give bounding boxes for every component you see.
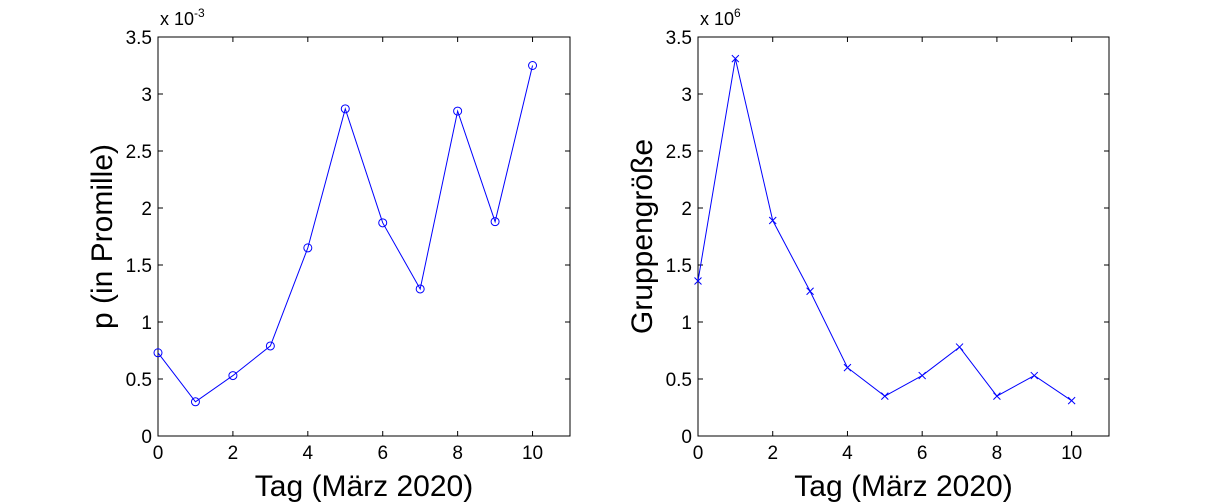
right-x-axis-label: Tag (März 2020) <box>794 470 1012 503</box>
left-y-tick-label: 1 <box>141 313 152 334</box>
left-y-tick-label: 0.5 <box>126 370 152 391</box>
right-series-line <box>697 58 1072 402</box>
right-y-tick-label: 1.5 <box>666 256 692 277</box>
right-data-point <box>1030 371 1039 380</box>
left-y-tick-label: 1.5 <box>126 256 152 277</box>
left-y-tick-label: 0 <box>141 427 152 448</box>
right-y-tick-label: 1 <box>681 313 692 334</box>
right-data-point <box>955 343 964 351</box>
right-x-tick-label: 0 <box>693 443 704 464</box>
right-y-axis-label: Gruppengröße <box>626 139 659 334</box>
left-x-tick-label: 2 <box>228 443 239 464</box>
right-x-tick-label: 8 <box>992 443 1003 464</box>
right-x-tick-label: 6 <box>917 443 928 464</box>
left-data-point <box>378 218 388 228</box>
left-data-point <box>265 341 275 351</box>
left-y-tick-label: 2 <box>141 199 152 220</box>
left-data-point <box>490 217 500 227</box>
right-data-point <box>694 277 702 285</box>
left-axes-box <box>157 36 571 437</box>
right-y-tick-label: 2.5 <box>666 142 692 163</box>
left-y-tick-label: 3 <box>141 85 152 106</box>
left-x-axis-label: Tag (März 2020) <box>255 470 473 503</box>
left-data-point <box>303 243 313 253</box>
left-data-point <box>528 61 538 70</box>
right-y-tick-label: 3 <box>681 85 692 106</box>
left-y-exponent: x 10-3 <box>160 6 205 29</box>
right-data-point <box>993 392 1001 400</box>
right-x-tick-label: 10 <box>1061 443 1082 464</box>
left-x-tick-label: 4 <box>303 443 314 464</box>
left-data-point <box>340 104 350 114</box>
left-x-tick-label: 6 <box>377 443 388 464</box>
right-axes-box <box>697 36 1110 437</box>
right-x-tick-label: 4 <box>842 443 853 464</box>
right-y-tick-label: 3.5 <box>666 28 692 49</box>
right-data-point <box>806 287 814 296</box>
left-data-point <box>415 284 425 294</box>
left-data-point <box>228 371 238 381</box>
left-y-axis-label: p (in Promille) <box>86 144 119 329</box>
left-y-tick-label: 2.5 <box>126 142 152 163</box>
right-data-point <box>1067 396 1076 405</box>
left-data-point <box>153 348 163 358</box>
right-data-point <box>768 216 777 225</box>
chart-left: 0 2 4 6 8 10 0 0.5 1 1.5 2 2.5 3 3.5 x 10-3 Tag (März 2… <box>86 6 571 503</box>
left-x-tick-label: 0 <box>153 443 164 464</box>
right-x-tick-label: 2 <box>767 443 778 464</box>
right-data-point <box>918 371 927 380</box>
right-y-tick-label: 0.5 <box>666 370 692 391</box>
right-y-tick-label: 2 <box>681 199 692 220</box>
left-data-point <box>190 397 200 407</box>
left-series-line <box>157 65 534 403</box>
chart-right: 0 2 4 6 8 10 0 0.5 1 1.5 2 2.5 3 3.5 x 106 Tag (März 20… <box>626 6 1110 503</box>
left-x-tick-label: 10 <box>522 443 543 464</box>
right-data-point <box>843 363 852 372</box>
left-x-tick-label: 8 <box>452 443 463 464</box>
right-y-tick-label: 0 <box>681 427 692 448</box>
right-y-exponent: x 106 <box>700 6 741 29</box>
right-data-point <box>731 54 740 63</box>
left-data-point <box>453 106 463 116</box>
left-y-tick-label: 3.5 <box>126 28 152 49</box>
right-data-point <box>880 392 889 400</box>
